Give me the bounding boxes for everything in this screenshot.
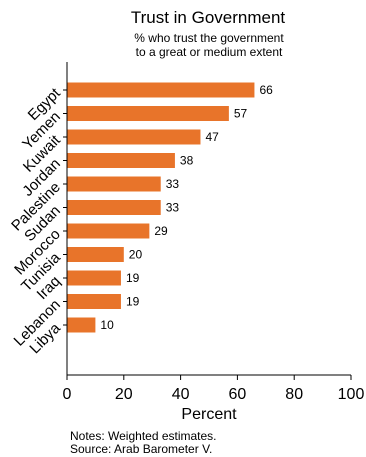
chart-title: Trust in Government [131,8,286,27]
bar-palestine [67,176,161,192]
chart-subtitle-line-2: to a great or medium extent [136,45,283,59]
value-label-kuwait: 47 [205,130,219,144]
value-label-iraq: 19 [126,271,140,285]
x-axis-label: Percent [181,406,237,423]
chart-subtitle-line-1: % who trust the government [134,31,284,45]
source-line: Source: Arab Barometer V. [70,442,212,456]
value-label-morocco: 29 [154,224,168,238]
bar-morocco [67,223,150,239]
bar-iraq [67,270,121,286]
value-label-libya: 10 [100,318,114,332]
category-labels-layer: EgyptYemenKuwaitJordanPalestineSudanMoro… [8,84,64,357]
x-tick-label-60: 60 [229,386,247,403]
x-tick-label-20: 20 [115,386,133,403]
bar-libya [67,317,96,333]
value-label-lebanon: 19 [126,295,140,309]
value-label-sudan: 33 [166,201,180,215]
x-tick-label-80: 80 [285,386,303,403]
bar-kuwait [67,129,201,145]
bar-yemen [67,106,229,121]
axis-layer: 0 20 40 60 80 100 [63,62,365,403]
value-label-egypt: 66 [259,83,273,97]
bar-lebanon [67,294,121,309]
x-tick-label-40: 40 [172,386,190,403]
value-label-tunisia: 20 [129,248,143,262]
bar-sudan [67,200,161,215]
value-label-yemen: 57 [234,107,248,121]
x-tick-label-100: 100 [338,386,365,403]
value-label-jordan: 38 [180,154,194,168]
value-label-palestine: 33 [166,177,180,191]
notes-line: Notes: Weighted estimates. [70,429,217,443]
x-tick-label-0: 0 [63,386,72,403]
bar-jordan [67,153,175,168]
bar-egypt [67,82,255,98]
bar-tunisia [67,247,124,262]
